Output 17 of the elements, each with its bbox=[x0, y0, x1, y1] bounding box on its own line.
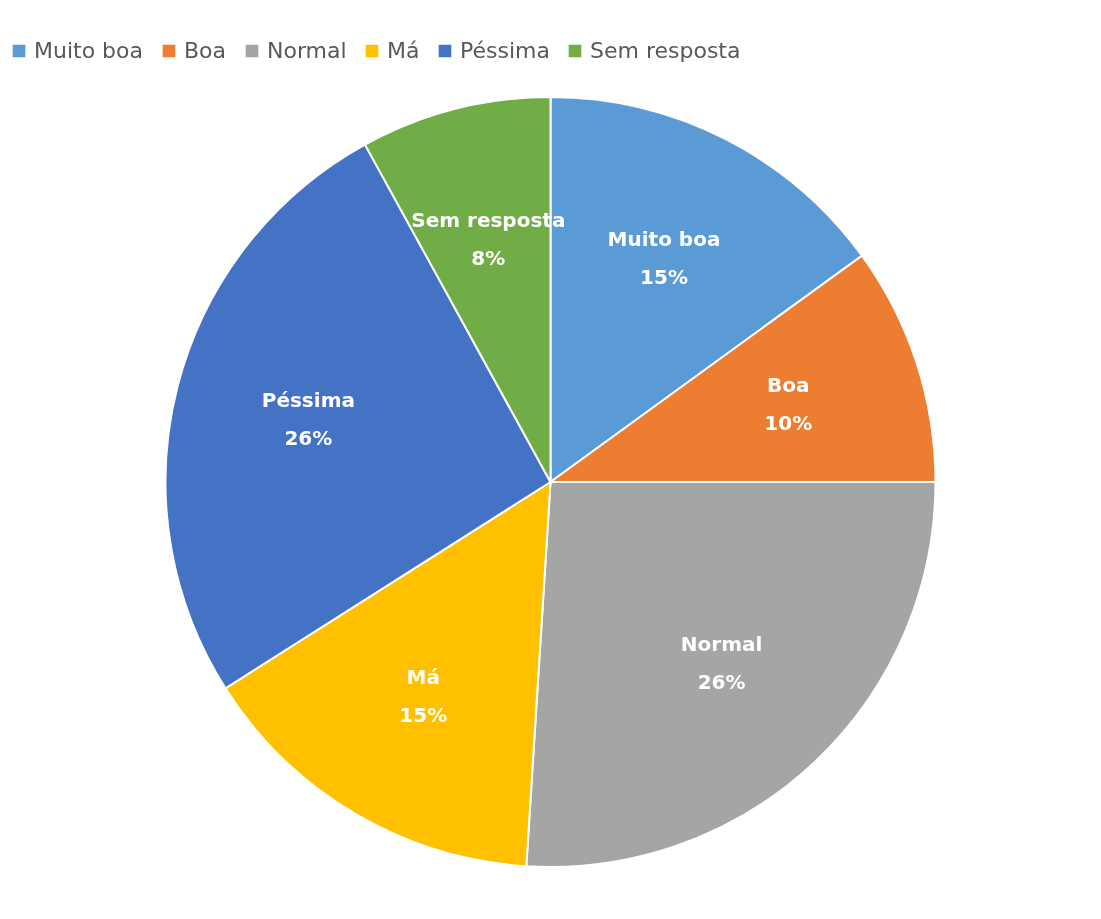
legend-label: Má bbox=[387, 38, 420, 63]
legend-label: Péssima bbox=[460, 38, 550, 63]
legend-label: Muito boa bbox=[34, 38, 144, 63]
legend-label: Sem resposta bbox=[590, 38, 741, 63]
data-label: 26% bbox=[697, 670, 746, 695]
data-label: 26% bbox=[284, 425, 333, 450]
legend-label: Normal bbox=[267, 38, 347, 63]
slice-label: Má bbox=[406, 665, 440, 690]
legend-label: Boa bbox=[184, 38, 227, 63]
data-label: 15% bbox=[399, 703, 448, 728]
slice-label: Boa bbox=[767, 372, 810, 397]
data-label: 15% bbox=[640, 265, 688, 290]
data-label: 10% bbox=[764, 410, 813, 435]
data-label: 8% bbox=[471, 245, 506, 270]
slice-label: Muito boa bbox=[607, 227, 721, 252]
slice-label: Normal bbox=[680, 632, 763, 657]
slice-label: Péssima bbox=[261, 387, 355, 412]
